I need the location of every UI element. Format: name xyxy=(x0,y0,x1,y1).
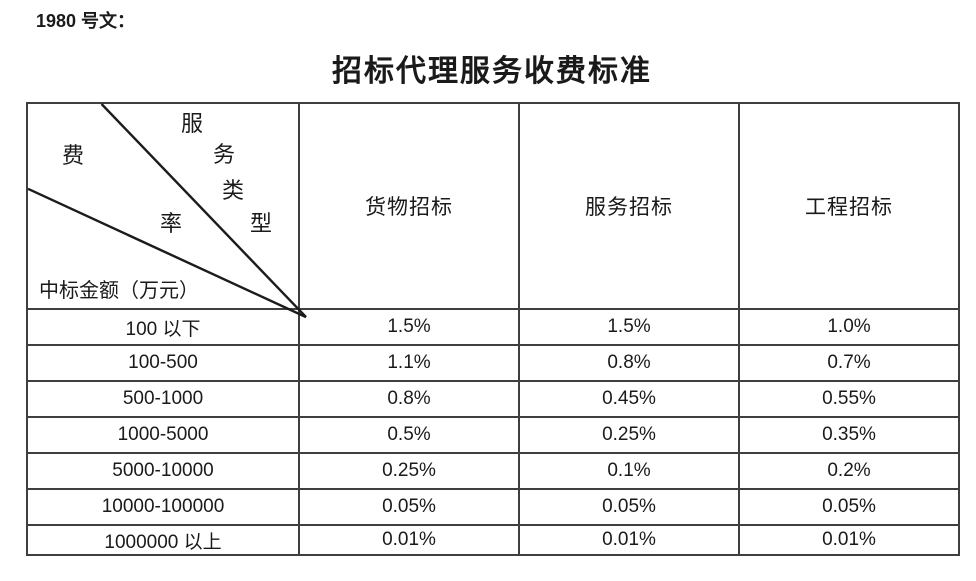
fee-value-cell: 0.01% xyxy=(738,524,960,556)
amount-range-cell: 5000-10000 xyxy=(26,452,300,490)
fee-value-cell: 0.25% xyxy=(518,416,740,454)
column-header-services: 服务招标 xyxy=(518,102,740,310)
diagonal-header-cell: 服 务 类 型 费 率 中标金额（万元） xyxy=(26,102,307,319)
fee-value-cell: 0.05% xyxy=(298,488,520,526)
column-header-engineering: 工程招标 xyxy=(738,102,960,310)
table-row: 10000-100000 0.05% 0.05% 0.05% xyxy=(26,488,960,526)
amount-range-cell: 100 以下 xyxy=(26,308,300,346)
fee-value-cell: 1.1% xyxy=(298,344,520,382)
fee-value-cell: 0.5% xyxy=(298,416,520,454)
fee-value-cell: 0.2% xyxy=(738,452,960,490)
fee-value-cell: 0.01% xyxy=(518,524,740,556)
corner-rate-char: 费 xyxy=(62,143,85,168)
corner-service-type-char: 型 xyxy=(250,211,273,236)
amount-range-cell: 1000000 以上 xyxy=(26,524,300,556)
corner-rate-char: 率 xyxy=(160,211,183,236)
fee-value-cell: 0.05% xyxy=(738,488,960,526)
table-row: 5000-10000 0.25% 0.1% 0.2% xyxy=(26,452,960,490)
doc-number-label: 1980 号文： xyxy=(36,11,136,31)
fee-value-cell: 0.8% xyxy=(298,380,520,418)
fee-value-cell: 1.5% xyxy=(518,308,740,346)
table-row: 100 以下 1.5% 1.5% 1.0% xyxy=(26,308,960,346)
table-row: 1000-5000 0.5% 0.25% 0.35% xyxy=(26,416,960,454)
amount-range-cell: 10000-100000 xyxy=(26,488,300,526)
fee-value-cell: 0.7% xyxy=(738,344,960,382)
fee-value-cell: 0.25% xyxy=(298,452,520,490)
table-row: 1000000 以上 0.01% 0.01% 0.01% xyxy=(26,524,960,556)
corner-service-type-char: 类 xyxy=(222,178,245,203)
fee-value-cell: 0.01% xyxy=(298,524,520,556)
amount-range-cell: 100-500 xyxy=(26,344,300,382)
fee-value-cell: 0.45% xyxy=(518,380,740,418)
fee-value-cell: 0.55% xyxy=(738,380,960,418)
amount-range-cell: 1000-5000 xyxy=(26,416,300,454)
fee-value-cell: 1.0% xyxy=(738,308,960,346)
fee-value-cell: 0.05% xyxy=(518,488,740,526)
row-axis-label: 中标金额（万元） xyxy=(39,280,199,302)
fee-value-cell: 0.35% xyxy=(738,416,960,454)
corner-service-type-char: 服 xyxy=(181,111,204,136)
fee-value-cell: 1.5% xyxy=(298,308,520,346)
column-header-goods: 货物招标 xyxy=(298,102,520,310)
page-title: 招标代理服务收费标准 xyxy=(332,55,652,88)
fee-value-cell: 0.8% xyxy=(518,344,740,382)
fee-table: 服 务 类 型 费 率 中标金额（万元） 货物招标 服务招标 工程招标 100 … xyxy=(26,102,960,556)
table-header-row: 服 务 类 型 费 率 中标金额（万元） 货物招标 服务招标 工程招标 xyxy=(26,102,960,319)
amount-range-cell: 500-1000 xyxy=(26,380,300,418)
fee-value-cell: 0.1% xyxy=(518,452,740,490)
diagonal-divider-lines xyxy=(27,103,307,319)
table-row: 500-1000 0.8% 0.45% 0.55% xyxy=(26,380,960,418)
corner-service-type-char: 务 xyxy=(213,142,236,167)
table-row: 100-500 1.1% 0.8% 0.7% xyxy=(26,344,960,382)
